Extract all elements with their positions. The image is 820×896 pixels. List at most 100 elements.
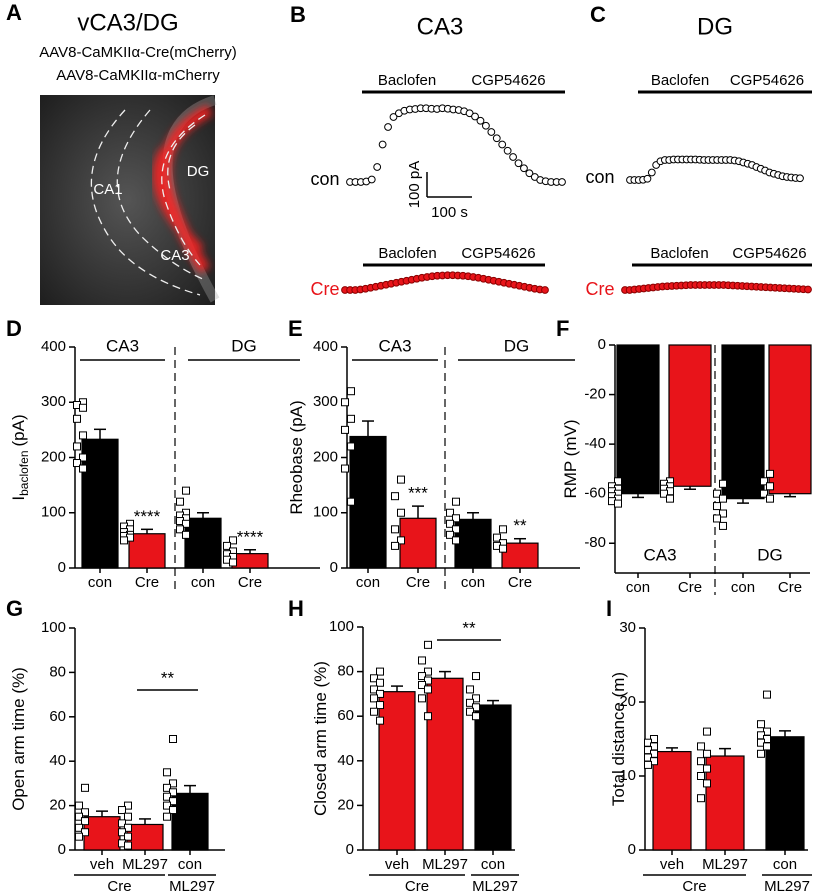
data-point [370,707,378,716]
data-point [229,558,237,567]
data-point [397,508,405,517]
data-point [757,720,765,729]
data-point [370,685,378,694]
data-point [703,727,711,736]
data-point [79,403,87,412]
data-point [75,832,83,841]
y-tick-label: 400 [313,338,338,355]
trace-point [498,140,507,149]
data-point [424,712,432,721]
y-tick-label: 30 [619,619,636,636]
panel-letter: B [290,2,306,27]
data-point [418,680,426,689]
data-point [229,536,237,545]
panel-letter: F [556,316,569,341]
data-point [757,749,765,758]
bar [126,823,164,851]
y-tick-label: 400 [41,338,66,355]
data-point [79,431,87,440]
data-point [697,794,705,803]
trace-point [476,116,485,125]
significance: ** [161,668,175,687]
legend-label: Cre [585,279,614,299]
data-point [713,489,721,498]
x-tick-label: con [461,574,485,591]
x-tick-label: con [773,856,797,873]
y-tick-label: -20 [584,386,606,403]
y-axis-label: Total distance (m) [609,672,628,806]
panel-title: vCA3/DG [77,9,178,36]
y-tick-label: 0 [346,841,354,858]
x-tick-label: veh [90,856,114,873]
bar [128,533,166,569]
data-point [75,823,83,832]
data-point [466,698,474,707]
significance: **** [134,507,161,526]
data-point [424,676,432,685]
y-tick-label: 60 [337,707,354,724]
trace-point [796,174,804,183]
significance: ** [513,516,527,535]
data-point [376,701,384,710]
data-point [697,772,705,780]
y-tick-label: -60 [584,485,606,502]
trace-point [471,112,479,121]
data-point [614,499,622,508]
drug-label: CGP54626 [730,72,804,89]
data-point [472,712,480,721]
data-point [81,783,89,792]
y-axis-label-part: RMP (mV) [561,419,580,498]
y-tick-label: 60 [49,708,66,725]
y-axis-label: Ibaclofen (pA) [9,414,31,500]
bar [184,517,222,569]
group-label: ML297 [764,878,810,895]
data-point [75,801,83,810]
bar [171,792,209,851]
y-tick-label: 40 [337,752,354,769]
y-tick-label: 100 [313,504,338,521]
data-point [763,742,771,751]
data-point [124,823,132,832]
data-point [760,489,768,498]
bar [231,553,269,569]
data-point [73,414,81,423]
trace-point [647,168,656,177]
data-point [169,788,177,797]
y-tick-label: 0 [58,841,66,858]
data-point [446,508,454,517]
data-point [118,806,126,815]
y-tick-label: 200 [313,448,338,465]
data-point [719,479,727,488]
data-point [766,469,774,478]
data-point [370,694,378,703]
y-axis-label: RMP (mV) [561,419,580,498]
data-point [418,694,426,703]
data-point [163,812,171,821]
data-point [466,685,474,694]
data-point [452,525,460,534]
data-point [124,801,132,810]
y-tick-label: 80 [337,663,354,680]
y-tick-label: 100 [41,504,66,521]
drug-label: CGP54626 [471,72,545,89]
bar [721,344,765,500]
scale-label: 100 s [431,204,468,221]
data-point [703,779,711,788]
trace-point [389,113,398,121]
y-tick-label: 20 [49,797,66,814]
y-axis-label: Closed arm time (%) [311,661,330,816]
bar [768,344,812,495]
data-point [79,453,87,462]
group-label: Cre [682,878,706,895]
panel-letter: H [288,596,304,621]
data-point [644,760,652,769]
trace-point [541,286,549,294]
data-point [472,672,480,681]
data-point [719,494,727,503]
panel-letter: D [6,316,22,341]
data-point [118,819,126,828]
trace-point [503,146,512,155]
data-point [223,541,231,550]
legend-label: con [585,167,614,187]
y-tick-label: 200 [41,448,66,465]
